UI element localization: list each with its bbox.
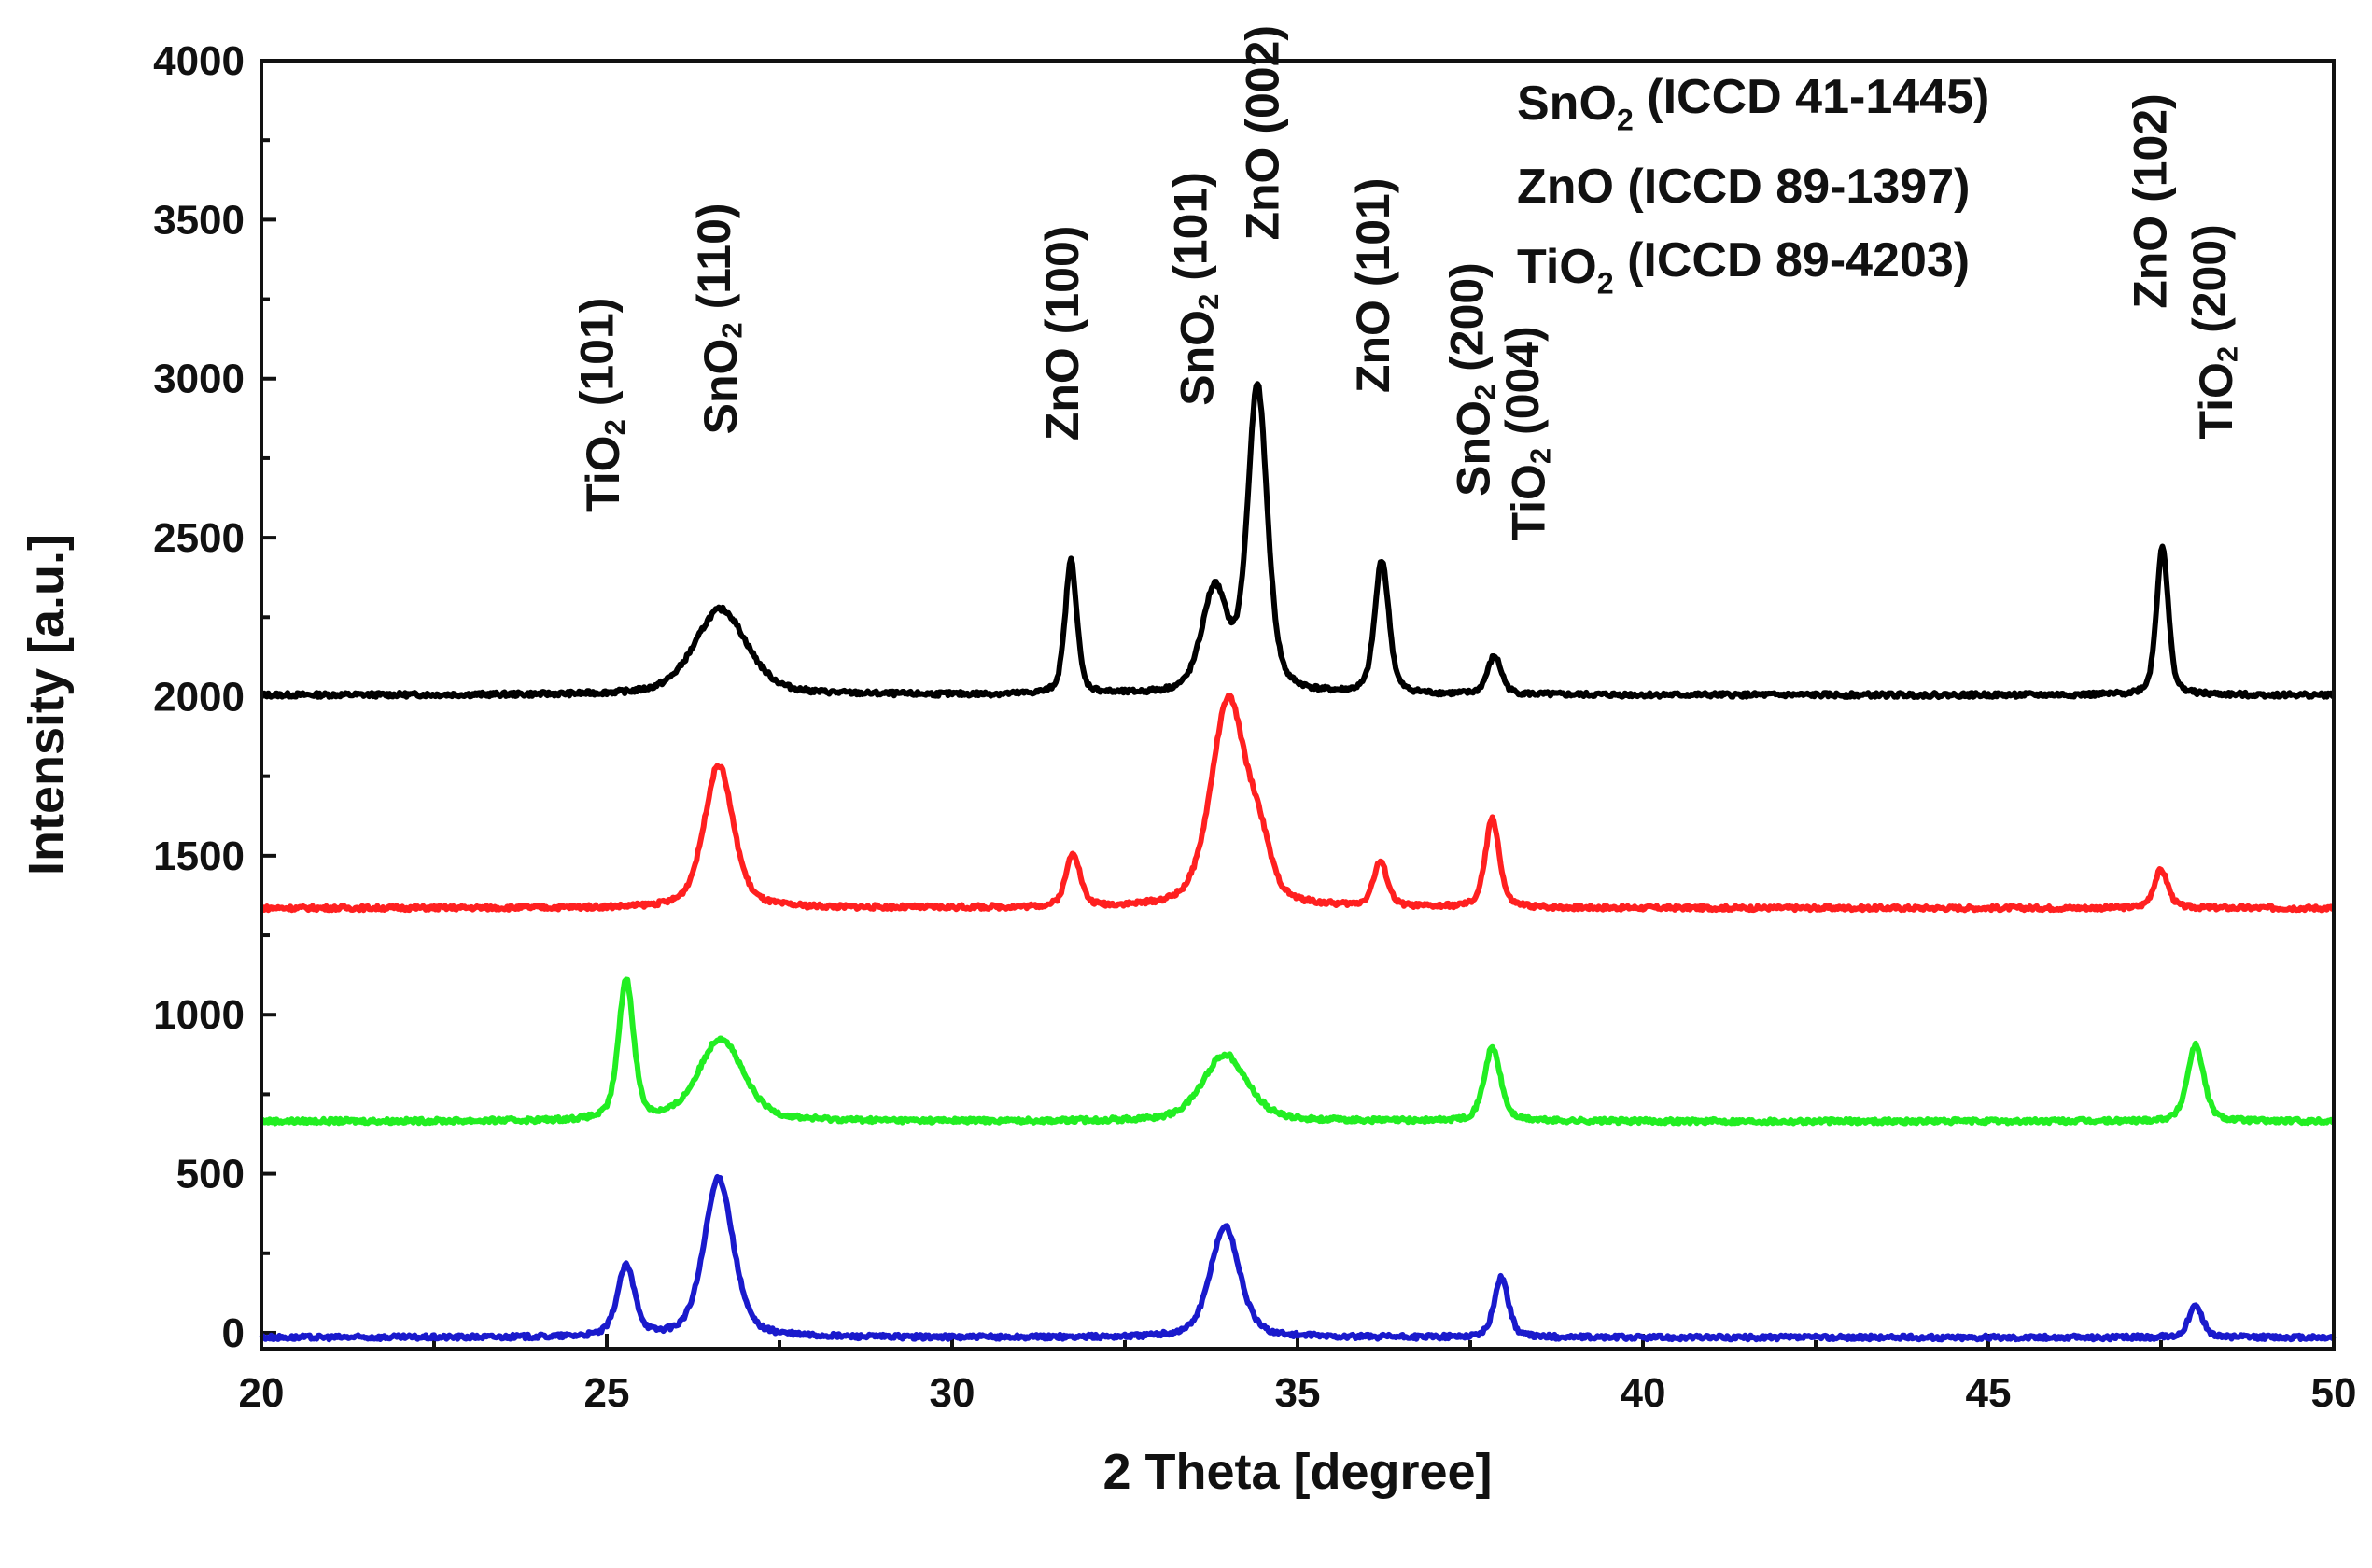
reference-label-2: ZnO (ICCD 89-1397): [1517, 160, 1970, 214]
peak-label-2: SnO2 (110): [688, 203, 748, 434]
reference-label-1-sub: 2: [1617, 103, 1634, 136]
axes-layer: 20 25 30 35 40 45 5005001000150020002500300035…: [153, 38, 2356, 1416]
peak-label-8: TiO2 (004): [1496, 326, 1556, 540]
y-axis-title: Intensity [a.u.]: [19, 534, 75, 875]
reference-label-1-tail: (ICCD 41-1445): [1634, 70, 1989, 124]
x-tick-label: 25: [584, 1370, 630, 1416]
reference-label-1: SnO2 (ICCD 41-1445): [1517, 70, 1989, 136]
peak-label-4-sub: 2: [1192, 294, 1225, 310]
x-tick-label: 45: [1966, 1370, 2012, 1416]
peak-label-1-tail: (101): [571, 298, 624, 420]
x-axis-title: 2 Theta [degree]: [1102, 1444, 1492, 1500]
y-tick-label: 3000: [153, 357, 245, 402]
x-tick-label: 40: [1621, 1370, 1666, 1416]
peak-label-7-main: SnO: [1448, 400, 1500, 497]
peak-label-8-main: TiO: [1503, 464, 1555, 540]
x-tick-label: 30: [930, 1370, 975, 1416]
peak-label-8-sub: 2: [1524, 448, 1557, 464]
series-layer: [259, 381, 2337, 1343]
peak-label-7-sub: 2: [1468, 385, 1501, 400]
y-tick-label: 1000: [153, 992, 245, 1038]
annotation-layer: SnO2 (ICCD 41-1445)ZnO (ICCD 89-1397)TiO…: [571, 25, 2244, 541]
reference-label-3-sub: 2: [1597, 266, 1614, 300]
peak-label-10-main: TiO: [2190, 362, 2242, 439]
peak-label-1-sub: 2: [598, 419, 631, 435]
y-tick-label: 1500: [153, 833, 245, 879]
peak-label-2-main: SnO: [695, 339, 747, 435]
x-tick-label: 20: [239, 1370, 285, 1416]
peak-label-6-main: ZnO (101): [1347, 177, 1399, 393]
peak-label-6: ZnO (101): [1347, 177, 1399, 393]
series-line-4: [259, 1173, 2337, 1343]
peak-label-7: SnO2 (200): [1441, 262, 1501, 497]
y-tick-label: 3500: [153, 197, 245, 243]
peak-label-10-tail: (200): [2183, 224, 2236, 346]
peak-label-10: TiO2 (200): [2183, 224, 2243, 439]
peak-label-3-main: ZnO (100): [1036, 226, 1088, 441]
y-tick-label: 2500: [153, 515, 245, 561]
y-tick-label: 4000: [153, 38, 245, 84]
series-line-3: [260, 976, 2336, 1127]
reference-label-2-main: ZnO (ICCD 89-1397): [1517, 160, 1970, 214]
series-line-1: [260, 381, 2336, 700]
peak-label-9: ZnO (102): [2125, 93, 2177, 309]
peak-label-7-tail: (200): [1441, 262, 1494, 385]
peak-label-5-main: ZnO (002): [1237, 25, 1289, 241]
x-tick-label: 35: [1275, 1370, 1321, 1416]
x-tick-label: 50: [2311, 1370, 2357, 1416]
peak-label-4-main: SnO: [1172, 310, 1224, 406]
peak-label-1-main: TiO: [577, 435, 629, 511]
y-tick-label: 500: [176, 1152, 245, 1197]
peak-label-8-tail: (004): [1496, 326, 1549, 448]
y-tick-label: 0: [222, 1310, 245, 1356]
peak-label-5: ZnO (002): [1237, 25, 1289, 241]
reference-label-1-main: SnO: [1517, 77, 1617, 131]
y-tick-label: 2000: [153, 674, 245, 720]
reference-label-3-main: TiO: [1517, 240, 1597, 294]
peak-label-4: SnO2 (101): [1165, 172, 1225, 406]
plot-frame: [260, 59, 2336, 1351]
peak-label-3: ZnO (100): [1036, 226, 1088, 441]
peak-label-9-main: ZnO (102): [2125, 93, 2177, 309]
peak-label-1: TiO2 (101): [571, 298, 631, 512]
peak-label-4-tail: (101): [1165, 172, 1217, 294]
reference-label-3: TiO2 (ICCD 89-4203): [1517, 233, 1970, 300]
peak-label-2-sub: 2: [716, 322, 749, 338]
peak-label-2-tail: (110): [688, 203, 740, 322]
reference-label-3-tail: (ICCD 89-4203): [1614, 233, 1970, 287]
series-line-2: [260, 693, 2337, 914]
peak-label-10-sub: 2: [2211, 346, 2244, 362]
